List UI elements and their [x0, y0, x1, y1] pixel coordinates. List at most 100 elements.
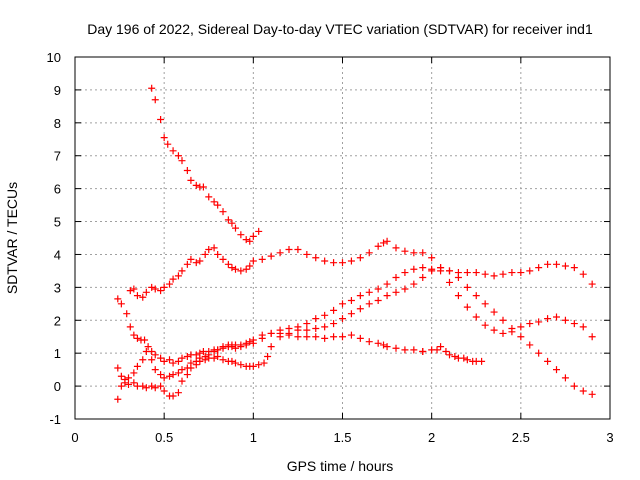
data-point: [246, 262, 254, 270]
data-point: [148, 84, 156, 92]
data-point: [401, 285, 409, 293]
data-point: [214, 201, 222, 209]
data-point: [374, 285, 382, 293]
data-point: [365, 300, 373, 308]
data-point: [267, 252, 275, 260]
data-point: [339, 333, 346, 341]
data-point: [276, 249, 284, 257]
data-point: [174, 272, 182, 280]
data-point: [553, 366, 560, 374]
data-point: [125, 380, 132, 388]
data-point: [380, 341, 388, 349]
x-tick-label: 0.5: [155, 430, 173, 445]
data-point: [553, 260, 560, 268]
y-tick-label: 9: [54, 83, 61, 98]
data-point: [544, 357, 552, 365]
data-point: [169, 371, 177, 379]
data-point: [383, 280, 391, 288]
data-point: [249, 232, 257, 240]
data-point: [249, 362, 257, 370]
data-point: [446, 351, 453, 359]
data-point: [166, 356, 174, 364]
data-point: [160, 357, 168, 365]
data-point: [294, 333, 302, 341]
data-point: [133, 292, 141, 300]
data-point: [237, 341, 245, 349]
data-point: [303, 250, 311, 258]
data-point: [579, 270, 587, 278]
data-point: [285, 329, 293, 337]
data-point: [588, 333, 596, 341]
data-point: [365, 249, 373, 257]
data-point: [276, 333, 284, 341]
data-point: [169, 275, 177, 283]
data-point: [121, 379, 129, 387]
data-point: [517, 269, 525, 277]
data-point: [210, 354, 218, 362]
data-point: [410, 346, 418, 354]
x-tick-label: 2.5: [512, 430, 530, 445]
data-point: [219, 356, 227, 364]
data-point: [526, 341, 534, 349]
data-point: [544, 260, 552, 268]
data-point: [142, 348, 150, 356]
data-point: [356, 334, 364, 342]
data-point: [365, 288, 373, 296]
data-point: [312, 254, 320, 262]
data-point: [347, 257, 355, 265]
data-point: [392, 344, 400, 352]
data-point: [419, 273, 427, 281]
data-point: [410, 249, 418, 257]
data-point: [410, 280, 418, 288]
data-point: [174, 369, 182, 377]
data-point: [237, 361, 245, 369]
data-point: [330, 333, 338, 341]
data-point: [285, 246, 293, 254]
data-point: [133, 362, 141, 370]
data-point: [303, 326, 311, 334]
grid-lines: [75, 57, 610, 419]
data-point: [151, 384, 159, 392]
data-point: [237, 231, 245, 239]
data-point: [148, 382, 156, 390]
data-point: [535, 349, 543, 357]
series-arc-3: [419, 343, 486, 365]
series-arc-4: [114, 260, 596, 384]
x-tick-labels: 0 0.5 1 1.5 2 2.5 3: [71, 430, 613, 445]
data-point: [183, 352, 191, 360]
data-point: [166, 280, 174, 288]
data-point: [232, 359, 239, 367]
data-point: [148, 356, 156, 364]
data-point: [114, 295, 122, 303]
data-point: [517, 333, 525, 341]
data-point: [164, 140, 172, 148]
data-point: [192, 351, 200, 359]
data-point: [192, 361, 200, 369]
data-point: [201, 356, 209, 364]
data-point: [267, 329, 275, 337]
data-point: [303, 320, 311, 328]
data-point: [339, 315, 346, 323]
data-point: [151, 285, 159, 293]
data-point: [242, 339, 250, 347]
series-arc-1: [148, 84, 263, 245]
data-point: [139, 382, 147, 390]
y-tick-label: 0: [54, 379, 61, 394]
data-point: [588, 280, 596, 288]
data-point: [374, 297, 382, 305]
data-point: [255, 361, 263, 369]
data-point: [535, 264, 543, 272]
data-point: [187, 176, 195, 184]
y-axis-label: SDTVAR / TECUs: [4, 182, 20, 294]
data-point: [419, 264, 427, 272]
data-point: [183, 260, 191, 268]
data-point: [588, 390, 596, 398]
data-point: [160, 134, 168, 142]
data-point: [160, 374, 168, 382]
data-point: [499, 316, 507, 324]
data-point: [242, 265, 250, 273]
data-point: [463, 283, 471, 291]
data-point: [401, 269, 409, 277]
data-point: [380, 239, 388, 247]
data-point: [437, 264, 445, 272]
